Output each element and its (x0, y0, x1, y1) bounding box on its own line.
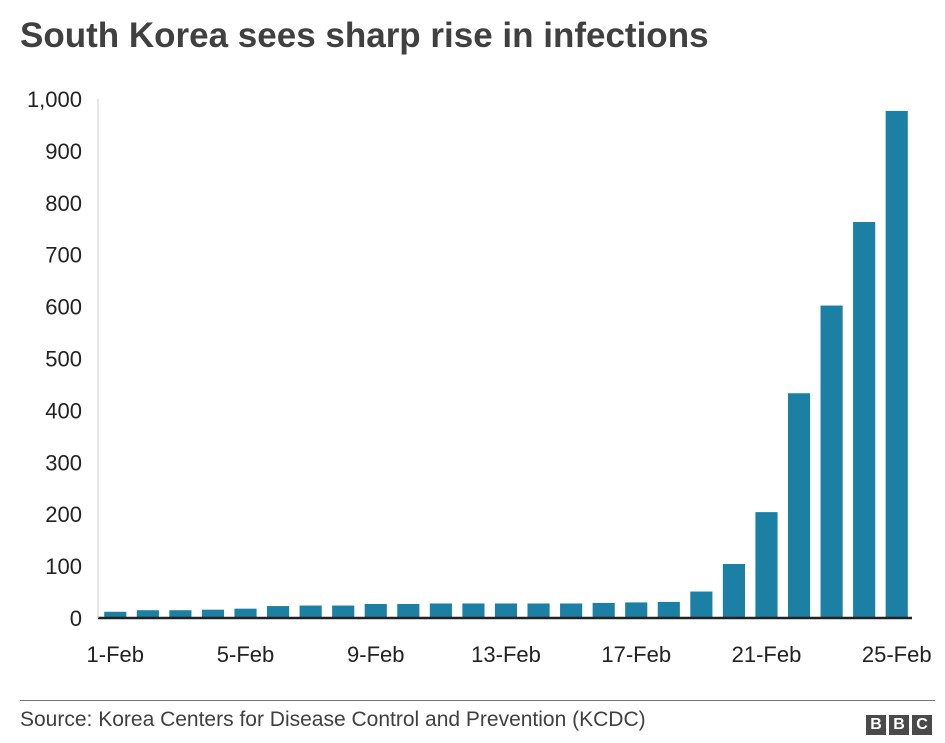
bar-1-Feb (104, 611, 127, 618)
chart-title: South Korea sees sharp rise in infection… (20, 16, 709, 55)
y-tick-label: 500 (45, 347, 82, 372)
y-tick-label: 900 (45, 139, 82, 164)
footer-divider (20, 700, 935, 701)
bar-12-Feb (462, 603, 485, 618)
bar-4-Feb (201, 609, 225, 618)
bar-20-Feb (722, 564, 745, 618)
y-tick-label: 1,000 (27, 87, 82, 112)
bbc-logo-letter: C (912, 715, 932, 735)
bar-8-Feb (332, 605, 355, 618)
bar-14-Feb (527, 603, 550, 618)
bbc-logo-letter: B (889, 715, 909, 735)
x-tick-label: 17-Feb (601, 642, 671, 667)
bar-19-Feb (690, 591, 713, 618)
bar-5-Feb (234, 608, 257, 618)
y-tick-label: 0 (70, 606, 82, 631)
y-tick-label: 300 (45, 450, 82, 475)
x-axis-ticks: 1-Feb 5-Feb 9-Feb 13-Feb 17-Feb 21-Feb 25-Feb (87, 642, 932, 667)
bar-10-Feb (397, 603, 420, 618)
bar-23-Feb (820, 305, 843, 618)
bar-11-Feb (429, 603, 452, 618)
bar-21-Feb (755, 512, 778, 618)
x-tick-label: 9-Feb (347, 642, 404, 667)
x-tick-label: 13-Feb (471, 642, 541, 667)
bar-2-Feb (136, 610, 159, 618)
bar-22-Feb (787, 393, 811, 618)
bar-3-Feb (169, 610, 192, 618)
bbc-logo-letter: B (866, 715, 886, 735)
bar-9-Feb (364, 603, 387, 618)
bar-18-Feb (657, 601, 680, 618)
y-axis-ticks: 0 100 200 300 400 500 600 700 800 900 1,000 (27, 87, 82, 631)
bar-17-Feb (625, 602, 648, 618)
bbc-logo: B B C (866, 715, 932, 735)
bar-6-Feb (267, 606, 290, 618)
y-tick-label: 400 (45, 398, 82, 423)
y-tick-label: 600 (45, 295, 82, 320)
y-tick-label: 800 (45, 191, 82, 216)
x-tick-label: 25-Feb (862, 642, 932, 667)
source-note: Source: Korea Centers for Disease Contro… (20, 708, 646, 731)
bar-13-Feb (494, 603, 518, 618)
bar-25-Feb (885, 110, 908, 618)
y-tick-label: 700 (45, 243, 82, 268)
x-tick-label: 5-Feb (217, 642, 274, 667)
x-tick-label: 21-Feb (732, 642, 802, 667)
bar-16-Feb (592, 602, 615, 618)
bars (104, 110, 908, 618)
y-tick-label: 100 (45, 554, 82, 579)
y-tick-label: 200 (45, 502, 82, 527)
x-tick-label: 1-Feb (87, 642, 144, 667)
bar-7-Feb (299, 605, 322, 618)
bar-15-Feb (560, 603, 583, 618)
bar-24-Feb (853, 222, 876, 618)
